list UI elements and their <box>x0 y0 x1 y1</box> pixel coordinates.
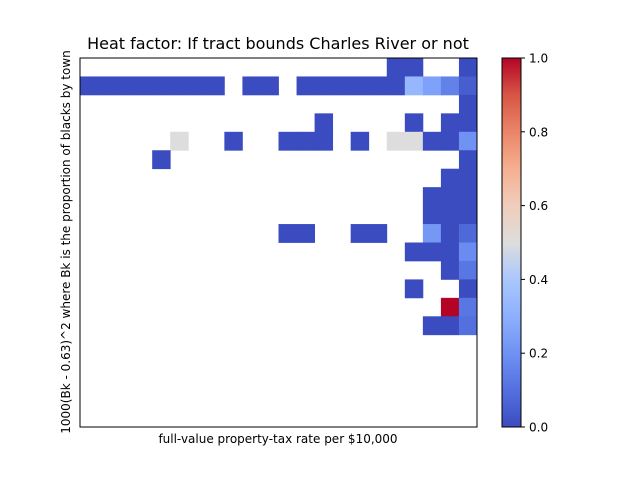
heatmap-cell <box>350 131 370 151</box>
heatmap-cell <box>314 76 334 96</box>
heatmap-cell <box>170 131 189 151</box>
heatmap-cell <box>440 205 460 225</box>
colorbar-tick-label: 1.0 <box>529 52 548 66</box>
heatmap-cell <box>440 113 460 133</box>
colorbar-frame <box>501 57 522 428</box>
heatmap-cells <box>80 58 478 336</box>
heatmap-cell <box>458 131 478 151</box>
heatmap-cell <box>206 76 225 96</box>
heatmap-cell <box>458 76 478 96</box>
heatmap-cell <box>404 113 424 133</box>
colorbar <box>502 58 521 427</box>
heatmap-cell <box>404 76 424 96</box>
heatmap-cell <box>458 168 478 188</box>
heatmap-cell <box>80 76 99 96</box>
heatmap-cell <box>332 76 352 96</box>
heatmap-cell <box>458 224 478 243</box>
heatmap-cell <box>422 316 442 336</box>
heatmap-cell <box>458 205 478 225</box>
heatmap-cell <box>314 113 334 133</box>
y-axis-label: 1000(Bk - 0.63)^2 where Bk is the propor… <box>59 50 73 433</box>
heatmap-cell <box>458 297 478 317</box>
heatmap-cell <box>404 58 424 77</box>
heatmap-cell <box>404 279 424 299</box>
heatmap-cell <box>440 242 460 262</box>
heatmap-cell <box>458 113 478 133</box>
heatmap-cell <box>152 76 171 96</box>
heatmap-cell <box>368 224 388 243</box>
heatmap-cell <box>296 224 315 243</box>
heatmap-cell <box>116 76 135 96</box>
heatmap-cell <box>440 187 460 206</box>
chart-title: Heat factor: If tract bounds Charles Riv… <box>87 34 469 53</box>
heatmap-cell <box>458 260 478 280</box>
x-axis-label: full-value property-tax rate per $10,000 <box>158 432 397 446</box>
heatmap-cell <box>440 131 460 151</box>
heatmap-cell <box>224 131 243 151</box>
heatmap-cell <box>440 260 460 280</box>
heatmap-cell <box>422 242 442 262</box>
heatmap-cell <box>440 76 460 96</box>
heatmap-cell <box>260 76 279 96</box>
heatmap-cell <box>278 224 297 243</box>
heatmap-cell <box>422 187 442 206</box>
heatmap-cell <box>152 150 171 170</box>
heatmap-cell <box>422 131 442 151</box>
heatmap-cell <box>422 224 442 243</box>
heatmap-cell <box>440 168 460 188</box>
colorbar-ticks: 0.0 0.2 0.4 0.6 0.8 1.0 <box>521 52 548 435</box>
heatmap-cell <box>458 187 478 206</box>
heatmap-cell <box>314 131 334 151</box>
plot-frame <box>79 57 478 428</box>
heatmap-cell <box>458 316 478 336</box>
heatmap-cell <box>422 76 442 96</box>
colorbar-tick-label: 0.4 <box>529 273 548 287</box>
heatmap-cell <box>404 131 424 151</box>
heatmap-cell <box>134 76 153 96</box>
heatmap-cell <box>386 76 406 96</box>
heatmap-cell <box>368 76 388 96</box>
heatmap-cell <box>440 297 460 317</box>
heatmap-cell <box>170 76 189 96</box>
colorbar-tick-label: 0.2 <box>529 347 548 361</box>
heatmap-cell <box>404 242 424 262</box>
heatmap-cell <box>458 279 478 299</box>
heatmap-cell <box>458 150 478 170</box>
colorbar-tick-label: 0.6 <box>529 199 548 213</box>
heatmap-cell <box>98 76 117 96</box>
heatmap-cell <box>440 224 460 243</box>
heatmap-cell <box>188 76 207 96</box>
heatmap-cell <box>386 58 406 77</box>
heatmap-cell <box>440 316 460 336</box>
colorbar-tick-label: 0.8 <box>529 125 548 139</box>
heatmap-cell <box>458 242 478 262</box>
heatmap-cell <box>458 94 478 114</box>
heatmap-cell <box>350 76 370 96</box>
heatmap-cell <box>296 131 315 151</box>
colorbar-tick-label: 0.0 <box>529 421 548 435</box>
heatmap-cell <box>458 58 478 77</box>
heatmap-cell <box>242 76 261 96</box>
heatmap-cell <box>350 224 370 243</box>
heatmap-cell <box>422 205 442 225</box>
heatmap-cell <box>296 76 315 96</box>
heatmap-cell <box>278 131 297 151</box>
heatmap-cell <box>386 131 406 151</box>
